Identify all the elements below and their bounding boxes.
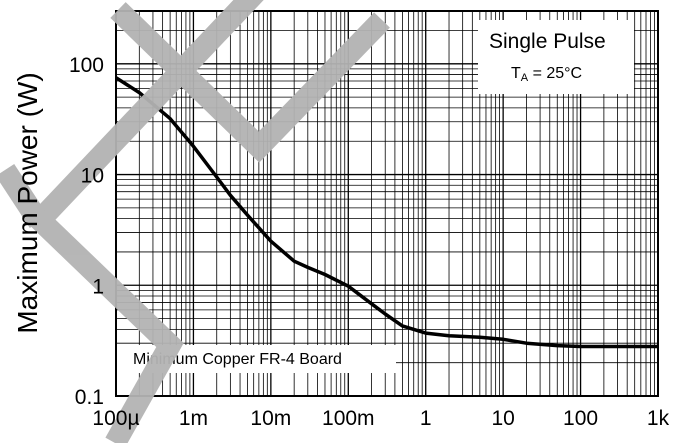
- y-tick-label: 100: [69, 54, 104, 77]
- x-tick-label: 1m: [179, 407, 208, 430]
- y-axis-ticks: 0.1 1 10 100: [69, 54, 104, 409]
- legend-condition-suffix: = 25°C: [528, 65, 582, 82]
- power-curve: [115, 76, 658, 349]
- legend-box: Single Pulse TA = 25°C: [478, 20, 634, 94]
- x-axis-ticks: 100µ 1m 10m 100m 1 10 100 1k: [92, 407, 669, 430]
- legend-condition: TA = 25°C: [511, 65, 582, 84]
- x-tick-label: 100: [563, 407, 598, 430]
- plot-frame: [115, 10, 659, 397]
- x-tick-label: 10: [491, 407, 514, 430]
- y-tick-label: 1: [92, 275, 104, 298]
- x-tick-label: 100µ: [92, 407, 139, 430]
- x-tick-label: 100m: [322, 407, 375, 430]
- y-tick-label: 0.1: [75, 386, 104, 409]
- y-tick-label: 10: [81, 165, 104, 188]
- legend-condition-sub: A: [521, 72, 529, 84]
- x-tick-label: 1k: [647, 407, 670, 430]
- annotation-text: Minimum Copper FR-4 Board: [133, 351, 342, 368]
- legend-title: Single Pulse: [489, 30, 606, 53]
- y-axis-label: Maximum Power (W): [12, 72, 43, 333]
- x-tick-label: 1: [420, 407, 432, 430]
- legend-condition-prefix: T: [511, 65, 521, 82]
- x-tick-label: 10m: [250, 407, 291, 430]
- watermark-logo: [0, 0, 390, 443]
